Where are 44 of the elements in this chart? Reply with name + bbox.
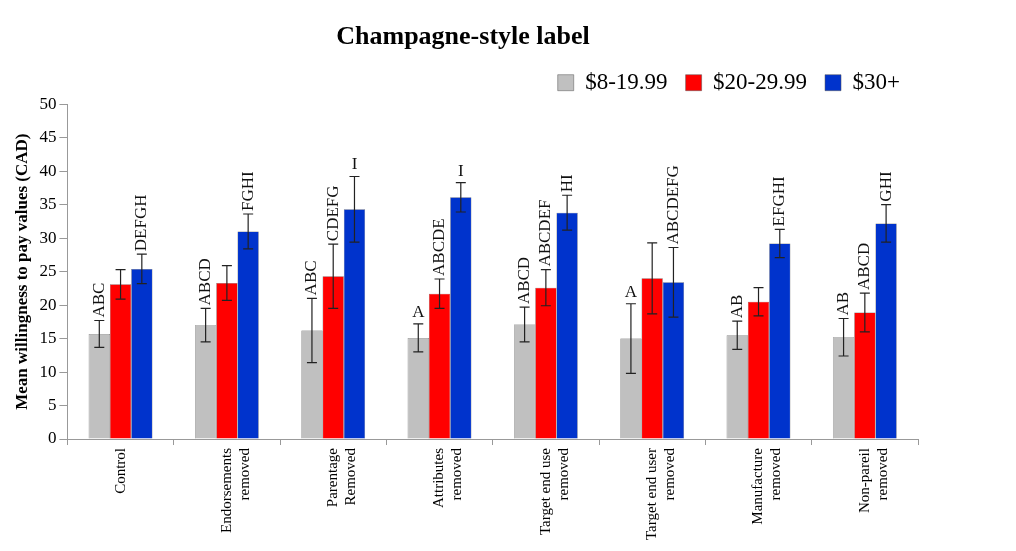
data-label: ABCDEFG <box>662 165 682 245</box>
data-label: AB <box>726 294 746 319</box>
x-tick-label: Non-pareil removed <box>855 447 890 514</box>
legend-label: $30+ <box>852 68 901 94</box>
data-label: EFGHI <box>769 176 789 227</box>
data-label: ABC <box>301 260 321 296</box>
x-tick-label: Endorsements removed <box>217 447 252 534</box>
y-tick-label: 25 <box>39 261 57 281</box>
x-tick-label: Target end use removed <box>536 447 571 536</box>
y-tick-label: 10 <box>39 361 57 381</box>
y-tick-label: 0 <box>47 428 57 448</box>
data-label: ABCD <box>854 242 874 291</box>
y-tick-label: 50 <box>39 93 57 113</box>
x-tick-label: Control <box>111 448 128 494</box>
x-tick-label: Parentage Removed <box>324 447 359 508</box>
y-tick-label: 45 <box>39 127 57 147</box>
data-label: ABC <box>88 282 108 318</box>
data-label: ABCDE <box>429 218 449 276</box>
data-label: DEFGH <box>131 194 151 252</box>
y-tick-label: 35 <box>39 194 57 214</box>
data-label: I <box>351 154 358 174</box>
data-label: GHI <box>875 171 895 202</box>
x-tick-label: Manufacture removed <box>749 447 784 525</box>
y-tick-label: 40 <box>39 160 57 180</box>
data-label: HI <box>556 174 576 193</box>
x-tick-label: Target end user removed <box>643 447 678 541</box>
x-tick-label: Attributes removed <box>430 447 465 509</box>
y-axis-title: Mean willingness to pay values (CAD) <box>11 133 31 410</box>
data-label: CDEFG <box>322 185 342 242</box>
data-label: ABCDEF <box>535 199 555 267</box>
y-tick-label: 20 <box>39 294 57 314</box>
data-label: I <box>457 160 464 180</box>
data-label: AB <box>833 291 853 316</box>
data-label: A <box>624 281 638 301</box>
data-label: ABCD <box>195 258 215 306</box>
data-label: FGHI <box>237 171 257 212</box>
y-tick-label: 5 <box>47 395 57 415</box>
data-label: A <box>412 301 426 321</box>
legend-label: $20-29.99 <box>713 68 808 94</box>
legend-label: $8-19.99 <box>585 68 668 94</box>
y-tick-label: 30 <box>39 227 57 247</box>
y-tick-label: 15 <box>39 328 57 348</box>
data-label: ABCD <box>514 256 534 305</box>
chart-title: Champagne-style label <box>336 21 590 51</box>
